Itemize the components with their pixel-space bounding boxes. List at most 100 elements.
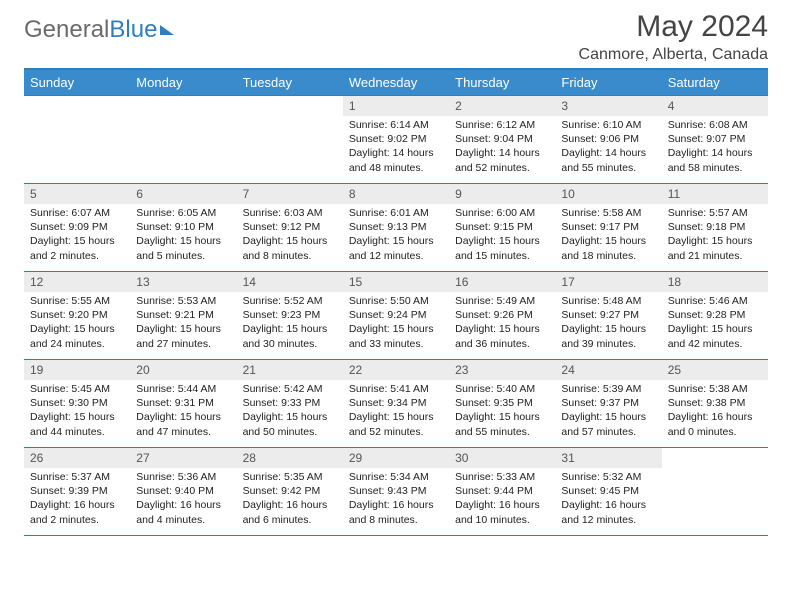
day-info-line: Daylight: 15 hours — [349, 322, 443, 336]
day-info-line: and 2 minutes. — [30, 249, 124, 263]
day-info-line: Sunset: 9:07 PM — [668, 132, 762, 146]
calendar-day-cell: 10Sunrise: 5:58 AMSunset: 9:17 PMDayligh… — [555, 184, 661, 272]
day-info-line: Sunrise: 6:14 AM — [349, 118, 443, 132]
day-info-line: Sunrise: 5:35 AM — [243, 470, 337, 484]
day-info-line: Daylight: 15 hours — [561, 234, 655, 248]
day-info-line: and 0 minutes. — [668, 425, 762, 439]
calendar-day-cell: . — [662, 448, 768, 536]
calendar-day-cell: . — [24, 96, 130, 184]
day-number: 13 — [130, 272, 236, 292]
day-info-line: Daylight: 15 hours — [243, 322, 337, 336]
day-info-line: Sunrise: 6:00 AM — [455, 206, 549, 220]
month-title: May 2024 — [579, 10, 768, 44]
day-info-line: Sunrise: 6:12 AM — [455, 118, 549, 132]
day-body — [237, 116, 343, 122]
day-number: 31 — [555, 448, 661, 468]
weekday-header: Saturday — [662, 69, 768, 96]
calendar-day-cell: 16Sunrise: 5:49 AMSunset: 9:26 PMDayligh… — [449, 272, 555, 360]
day-info-line: Sunrise: 5:32 AM — [561, 470, 655, 484]
calendar-day-cell: 1Sunrise: 6:14 AMSunset: 9:02 PMDaylight… — [343, 96, 449, 184]
day-body: Sunrise: 6:07 AMSunset: 9:09 PMDaylight:… — [24, 204, 130, 267]
brand-mark-icon — [160, 25, 174, 35]
day-info-line: and 21 minutes. — [668, 249, 762, 263]
day-body: Sunrise: 5:33 AMSunset: 9:44 PMDaylight:… — [449, 468, 555, 531]
weekday-header: Tuesday — [237, 69, 343, 96]
day-info-line: Daylight: 15 hours — [455, 322, 549, 336]
day-info-line: Sunset: 9:42 PM — [243, 484, 337, 498]
day-number: 21 — [237, 360, 343, 380]
day-info-line: Sunrise: 5:52 AM — [243, 294, 337, 308]
calendar-week-row: 19Sunrise: 5:45 AMSunset: 9:30 PMDayligh… — [24, 360, 768, 448]
day-body: Sunrise: 5:38 AMSunset: 9:38 PMDaylight:… — [662, 380, 768, 443]
day-info-line: Sunset: 9:39 PM — [30, 484, 124, 498]
calendar-day-cell: 7Sunrise: 6:03 AMSunset: 9:12 PMDaylight… — [237, 184, 343, 272]
day-body: Sunrise: 5:32 AMSunset: 9:45 PMDaylight:… — [555, 468, 661, 531]
day-info-line: Sunset: 9:17 PM — [561, 220, 655, 234]
day-number: 24 — [555, 360, 661, 380]
day-number: 8 — [343, 184, 449, 204]
day-number: 19 — [24, 360, 130, 380]
calendar-day-cell: 17Sunrise: 5:48 AMSunset: 9:27 PMDayligh… — [555, 272, 661, 360]
day-info-line: and 18 minutes. — [561, 249, 655, 263]
day-info-line: Sunset: 9:21 PM — [136, 308, 230, 322]
calendar-day-cell: . — [237, 96, 343, 184]
day-body: Sunrise: 5:49 AMSunset: 9:26 PMDaylight:… — [449, 292, 555, 355]
day-info-line: and 2 minutes. — [30, 513, 124, 527]
day-body: Sunrise: 5:39 AMSunset: 9:37 PMDaylight:… — [555, 380, 661, 443]
weekday-header-row: Sunday Monday Tuesday Wednesday Thursday… — [24, 69, 768, 96]
calendar-day-cell: 12Sunrise: 5:55 AMSunset: 9:20 PMDayligh… — [24, 272, 130, 360]
calendar-day-cell: 28Sunrise: 5:35 AMSunset: 9:42 PMDayligh… — [237, 448, 343, 536]
calendar-day-cell: 21Sunrise: 5:42 AMSunset: 9:33 PMDayligh… — [237, 360, 343, 448]
day-info-line: Sunrise: 5:38 AM — [668, 382, 762, 396]
day-info-line: Daylight: 15 hours — [136, 322, 230, 336]
day-info-line: Daylight: 15 hours — [668, 322, 762, 336]
day-info-line: Sunrise: 5:34 AM — [349, 470, 443, 484]
day-info-line: and 8 minutes. — [349, 513, 443, 527]
calendar-day-cell: 20Sunrise: 5:44 AMSunset: 9:31 PMDayligh… — [130, 360, 236, 448]
calendar-day-cell: 27Sunrise: 5:36 AMSunset: 9:40 PMDayligh… — [130, 448, 236, 536]
day-body — [130, 116, 236, 122]
day-body: Sunrise: 5:53 AMSunset: 9:21 PMDaylight:… — [130, 292, 236, 355]
calendar-day-cell: 14Sunrise: 5:52 AMSunset: 9:23 PMDayligh… — [237, 272, 343, 360]
calendar-day-cell: 15Sunrise: 5:50 AMSunset: 9:24 PMDayligh… — [343, 272, 449, 360]
day-number: 26 — [24, 448, 130, 468]
day-body: Sunrise: 5:37 AMSunset: 9:39 PMDaylight:… — [24, 468, 130, 531]
day-number: 6 — [130, 184, 236, 204]
calendar-day-cell: 13Sunrise: 5:53 AMSunset: 9:21 PMDayligh… — [130, 272, 236, 360]
day-body — [24, 116, 130, 122]
day-info-line: Sunrise: 5:53 AM — [136, 294, 230, 308]
day-info-line: and 55 minutes. — [455, 425, 549, 439]
day-info-line: Sunset: 9:30 PM — [30, 396, 124, 410]
day-number: 12 — [24, 272, 130, 292]
day-number: 29 — [343, 448, 449, 468]
day-info-line: Sunrise: 5:36 AM — [136, 470, 230, 484]
day-info-line: Sunset: 9:44 PM — [455, 484, 549, 498]
day-info-line: Daylight: 16 hours — [668, 410, 762, 424]
calendar-day-cell: 9Sunrise: 6:00 AMSunset: 9:15 PMDaylight… — [449, 184, 555, 272]
calendar-day-cell: . — [130, 96, 236, 184]
day-info-line: Daylight: 15 hours — [243, 410, 337, 424]
day-info-line: Sunset: 9:23 PM — [243, 308, 337, 322]
day-info-line: Sunset: 9:24 PM — [349, 308, 443, 322]
calendar-day-cell: 31Sunrise: 5:32 AMSunset: 9:45 PMDayligh… — [555, 448, 661, 536]
day-info-line: and 39 minutes. — [561, 337, 655, 351]
day-info-line: Daylight: 15 hours — [561, 322, 655, 336]
day-info-line: Sunrise: 5:45 AM — [30, 382, 124, 396]
day-info-line: and 27 minutes. — [136, 337, 230, 351]
day-body: Sunrise: 5:52 AMSunset: 9:23 PMDaylight:… — [237, 292, 343, 355]
day-info-line: and 47 minutes. — [136, 425, 230, 439]
day-body: Sunrise: 5:45 AMSunset: 9:30 PMDaylight:… — [24, 380, 130, 443]
day-info-line: Sunset: 9:04 PM — [455, 132, 549, 146]
day-info-line: and 55 minutes. — [561, 161, 655, 175]
day-info-line: Daylight: 16 hours — [561, 498, 655, 512]
day-info-line: Sunset: 9:06 PM — [561, 132, 655, 146]
day-info-line: Daylight: 15 hours — [136, 234, 230, 248]
day-info-line: Sunset: 9:15 PM — [455, 220, 549, 234]
day-info-line: and 30 minutes. — [243, 337, 337, 351]
day-info-line: Daylight: 15 hours — [30, 410, 124, 424]
day-info-line: Sunrise: 5:33 AM — [455, 470, 549, 484]
calendar-week-row: ...1Sunrise: 6:14 AMSunset: 9:02 PMDayli… — [24, 96, 768, 184]
calendar-day-cell: 2Sunrise: 6:12 AMSunset: 9:04 PMDaylight… — [449, 96, 555, 184]
day-info-line: Sunset: 9:20 PM — [30, 308, 124, 322]
day-info-line: Sunrise: 5:42 AM — [243, 382, 337, 396]
